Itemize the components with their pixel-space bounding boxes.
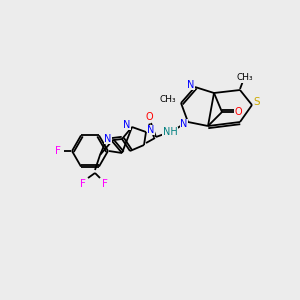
Text: F: F xyxy=(80,179,86,189)
Text: N: N xyxy=(104,134,112,144)
Text: N: N xyxy=(123,120,131,130)
Text: N: N xyxy=(187,80,195,90)
Text: N: N xyxy=(147,125,155,135)
Text: S: S xyxy=(254,97,260,107)
Text: F: F xyxy=(55,146,61,156)
Text: NH: NH xyxy=(163,127,177,137)
Text: CH₃: CH₃ xyxy=(237,74,253,82)
Text: O: O xyxy=(234,107,242,117)
Text: O: O xyxy=(145,112,153,122)
Text: F: F xyxy=(102,179,108,189)
Text: CH₃: CH₃ xyxy=(160,95,176,104)
Text: N: N xyxy=(180,119,188,129)
